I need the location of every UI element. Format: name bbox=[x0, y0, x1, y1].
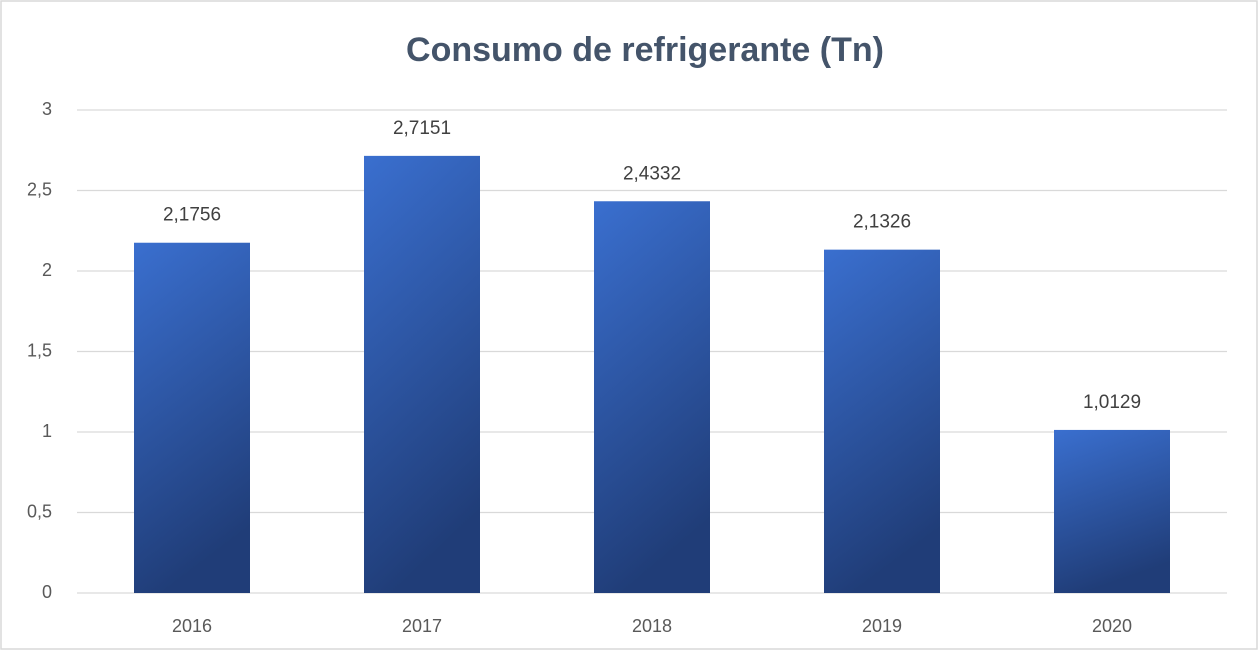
x-tick-label: 2016 bbox=[172, 616, 212, 636]
data-label: 2,1326 bbox=[853, 212, 911, 233]
y-tick-label: 2 bbox=[42, 260, 52, 280]
bar bbox=[1054, 429, 1170, 593]
bar bbox=[594, 201, 710, 593]
y-tick-label: 2,5 bbox=[27, 179, 52, 199]
x-tick-label: 2020 bbox=[1092, 616, 1132, 636]
y-tick-label: 0 bbox=[42, 582, 52, 602]
x-tick-label: 2019 bbox=[862, 616, 902, 636]
y-tick-label: 1 bbox=[42, 421, 52, 441]
x-tick-label: 2018 bbox=[632, 616, 672, 636]
bar bbox=[824, 249, 940, 593]
y-tick-label: 0,5 bbox=[27, 501, 52, 521]
bar bbox=[364, 155, 480, 593]
chart-title: Consumo de refrigerante (Tn) bbox=[406, 31, 884, 69]
data-label: 1,0129 bbox=[1083, 392, 1141, 413]
x-tick-label: 2017 bbox=[402, 616, 442, 636]
y-tick-label: 3 bbox=[42, 99, 52, 119]
data-label: 2,7151 bbox=[393, 118, 451, 139]
data-label: 2,4332 bbox=[623, 163, 681, 184]
data-label: 2,1756 bbox=[163, 205, 221, 226]
y-tick-label: 1,5 bbox=[27, 340, 52, 360]
bar bbox=[134, 242, 250, 593]
